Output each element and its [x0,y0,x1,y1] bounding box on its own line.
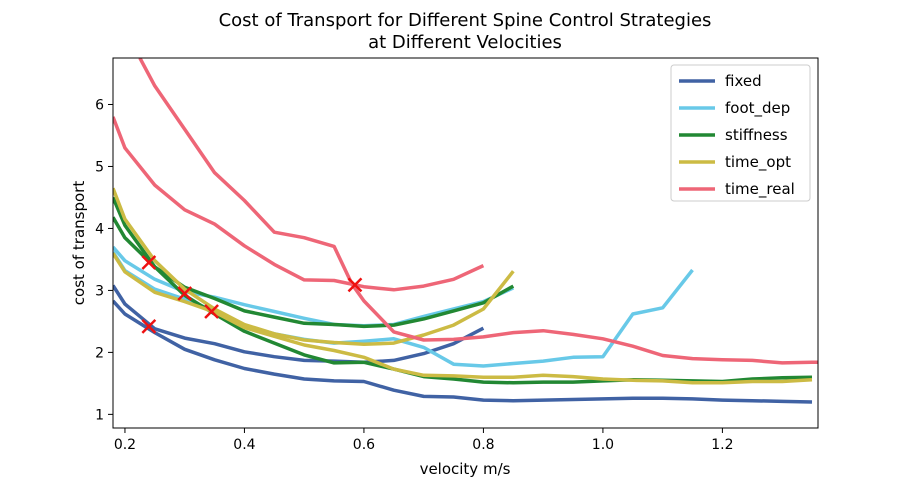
legend-box [670,64,811,202]
series-line-time_opt-2 [113,252,813,385]
series-line-time_real-1 [138,58,818,365]
x-tick-label: 0.4 [233,437,255,453]
x-axis-label: velocity m/s [420,460,511,478]
legend-label-time_real: time_real [725,180,795,199]
x-marker [141,318,157,334]
chart-title-line: at Different Velocities [368,32,562,53]
x-tick-label: 0.8 [472,437,494,453]
x-tick-label: 1.0 [592,437,614,453]
x-tick-label: 1.2 [711,437,733,453]
y-tick-label: 1 [95,407,104,423]
x-marker [177,286,193,301]
y-tick-label: 5 [95,159,104,175]
x-tick-label: 0.2 [114,437,136,453]
legend-label-time_opt: time_opt [725,153,791,172]
y-tick-label: 3 [95,283,104,299]
legend-label-fixed: fixed [725,72,762,90]
y-tick-label: 6 [95,97,104,113]
y-axis-label: cost of transport [70,181,88,306]
series-line-foot_dep-2 [113,251,694,368]
series-line-fixed-1 [113,299,813,404]
chart-title: Cost of Transport for Different Spine Co… [219,10,712,53]
legend-label-foot_dep: foot_dep [725,99,790,118]
legend: fixed foot_dep stiffness time_opt time_real [670,64,811,202]
plot-frame [112,57,819,429]
series-line-stiffness-1 [113,196,515,329]
plot-marks [113,58,818,404]
x-marker [141,255,157,270]
x-marker [347,277,363,293]
y-tick-label: 4 [95,221,104,237]
x-tick-label: 0.6 [353,437,375,453]
legend-label-stiffness: stiffness [725,126,788,144]
y-tick-label: 2 [95,345,104,361]
chart-title-line: Cost of Transport for Different Spine Co… [219,10,712,31]
series-line-fixed-2 [113,284,485,365]
series-line-foot_dep-1 [113,245,515,328]
series-line-time_real-2 [113,116,485,292]
axes: 0.2 0.4 0.6 0.8 1.0 1.2 1 2 3 4 5 6 [95,57,819,453]
series-line-time_opt-1 [113,187,515,347]
x-marker [204,304,219,319]
